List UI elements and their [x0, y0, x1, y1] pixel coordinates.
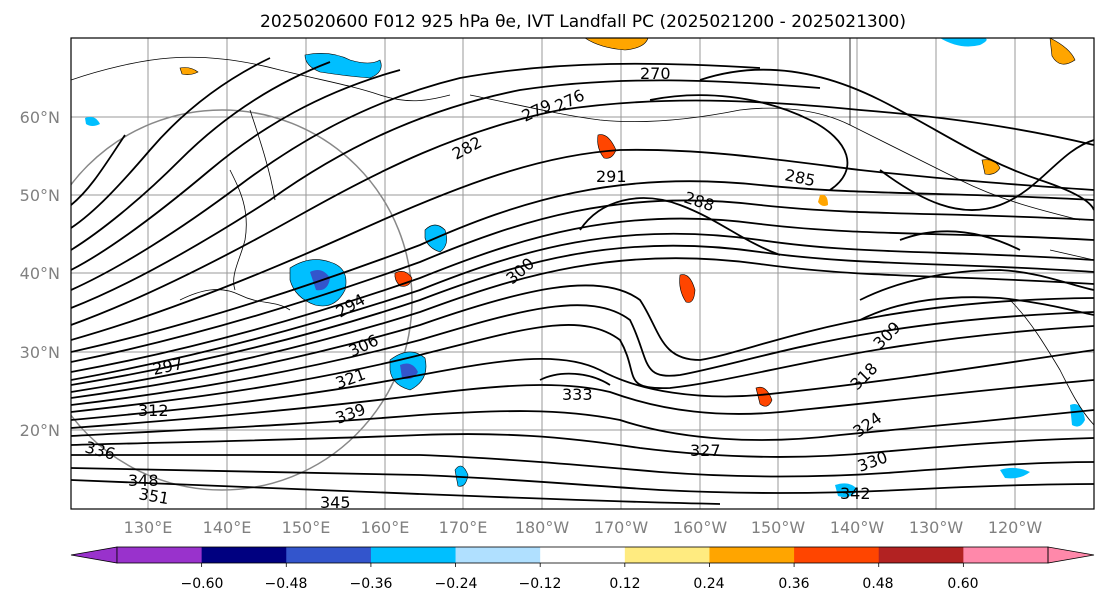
colorbar-tick-label: 0.36 [778, 576, 809, 592]
lat-label: 20°N [20, 421, 60, 440]
lon-label: 130°W [909, 518, 964, 537]
colorbar-tick-label: −0.12 [519, 576, 562, 592]
lat-label: 30°N [20, 343, 60, 362]
lon-label: 170°E [439, 518, 488, 537]
colorbar-segment [624, 547, 710, 563]
colorbar-segment [370, 547, 457, 563]
colorbar-tick-label: 0.48 [862, 576, 893, 592]
contour-label: 342 [840, 484, 871, 503]
colorbar-segment [963, 547, 1049, 563]
colorbar-under-arrow [70, 546, 118, 564]
colorbar-segment [286, 547, 372, 563]
colorbar-tick-label: 0.60 [947, 576, 978, 592]
colorbar-tick-labels: −0.60 −0.48 −0.36 −0.24 −0.12 0.12 0.24 … [181, 576, 979, 592]
colorbar-segment [709, 547, 795, 563]
colorbar-over-arrow [1047, 546, 1095, 564]
theta-e-contours [71, 57, 1094, 505]
coastlines [71, 38, 1094, 426]
reference-circle [71, 109, 413, 491]
lat-label: 40°N [20, 264, 60, 283]
lon-label: 140°E [203, 518, 252, 537]
colorbar-tick-label: 0.12 [609, 576, 640, 592]
colorbar-segment [540, 547, 626, 563]
contour-label: 291 [596, 167, 627, 186]
lon-label: 170°W [594, 518, 649, 537]
lat-label: 60°N [20, 108, 60, 127]
colorbar-tick-label: −0.36 [350, 576, 393, 592]
colorbar-segment [878, 547, 964, 563]
ivt-shading [85, 38, 1085, 498]
lon-label: 140°W [830, 518, 885, 537]
lon-label: 150°E [282, 518, 331, 537]
contour-label: 312 [138, 401, 169, 420]
lon-label: 150°W [751, 518, 806, 537]
contour-label: 270 [640, 64, 671, 83]
lon-label: 120°W [988, 518, 1043, 537]
colorbar-segment [201, 547, 287, 563]
lon-label: 130°E [124, 518, 173, 537]
lon-label: 160°W [673, 518, 728, 537]
contour-label: 333 [562, 385, 593, 404]
colorbar-segment [117, 547, 203, 563]
colorbar-border [116, 546, 1049, 564]
lat-label: 50°N [20, 186, 60, 205]
colorbar-segment [794, 547, 880, 563]
lon-label: 160°E [361, 518, 410, 537]
contour-label: 348 [128, 471, 159, 490]
colorbar-segment [455, 547, 541, 563]
colorbar-tick-label: 0.24 [693, 576, 724, 592]
map-panel: 270 276 279 282 285 288 291 294 297 300 … [70, 37, 1095, 512]
lon-label: 180°W [515, 518, 570, 537]
colorbar-tick-label: −0.60 [181, 576, 224, 592]
map-border [70, 37, 1095, 510]
colorbar-tick-label: −0.24 [435, 576, 478, 592]
latitude-labels: 60°N 50°N 40°N 30°N 20°N [20, 108, 60, 440]
figure-title: 2025020600 F012 925 hPa θe, IVT Landfall… [260, 12, 906, 32]
contour-label: 327 [690, 441, 721, 460]
longitude-labels: 130°E 140°E 150°E 160°E 170°E 180°W 170°… [124, 518, 1043, 537]
contour-label: 345 [320, 493, 351, 512]
colorbar-tick-label: −0.48 [265, 576, 308, 592]
colorbar [70, 546, 1095, 567]
